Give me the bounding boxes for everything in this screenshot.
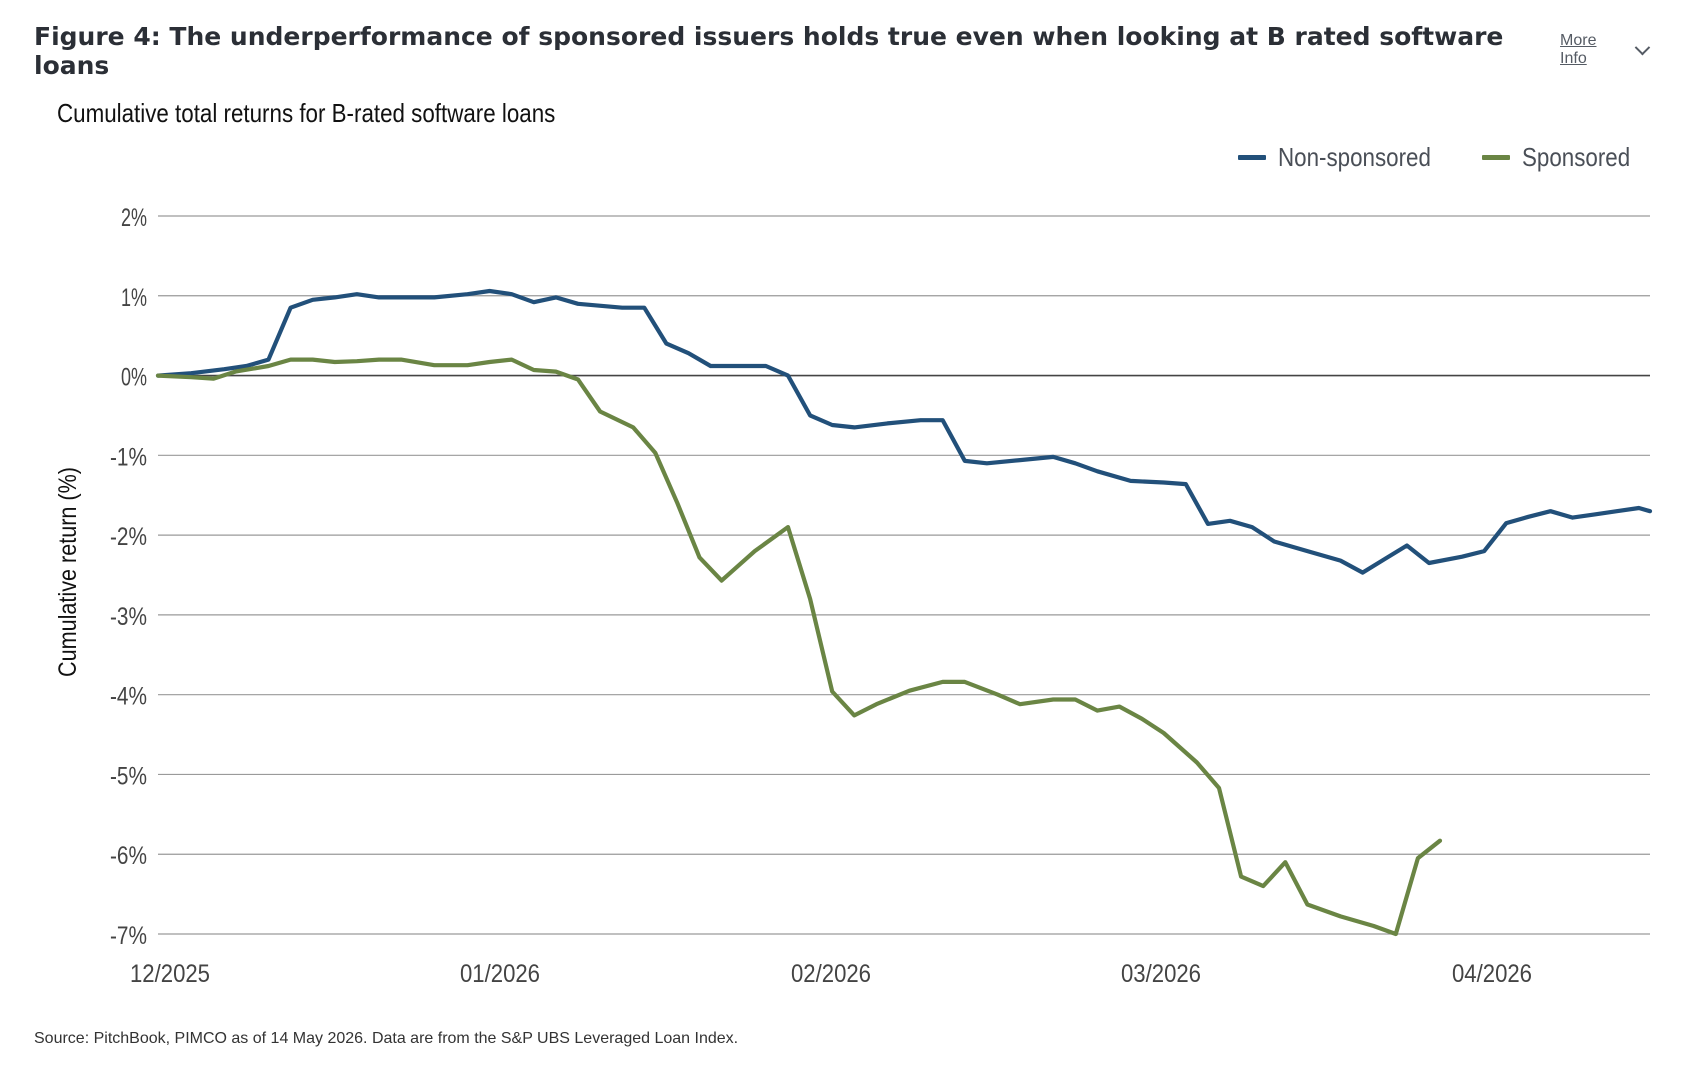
legend-item-sponsored: Sponsored (1482, 142, 1648, 173)
x-tick-label-2: 02/2026 (791, 960, 871, 988)
chart-title: Cumulative total returns for B-rated sof… (57, 98, 556, 128)
y-tick-label-0: 2% (121, 204, 147, 232)
y-tick-label-9: -7% (110, 922, 147, 950)
x-tick-label-3: 03/2026 (1121, 960, 1201, 988)
chart-legend: Non-sponsored Sponsored (1212, 142, 1648, 173)
figure-title: Figure 4: The underperformance of sponso… (34, 22, 1504, 80)
x-tick-label-4: 04/2026 (1452, 960, 1532, 988)
y-tick-label-4: -2% (110, 523, 147, 551)
y-tick-label-2: 0% (121, 364, 147, 392)
legend-swatch-non-sponsored (1238, 155, 1267, 160)
x-tick-label-1: 01/2026 (460, 960, 540, 988)
figure-header: Figure 4: The underperformance of sponso… (34, 22, 1651, 80)
line-chart: 2% 1% 0% -1% -2% -3% -4% -5% -6% -7% 12/2025 01/202… (54, 204, 1653, 988)
more-info-link[interactable]: More Info (1560, 32, 1651, 68)
y-tick-label-1: 1% (121, 284, 147, 312)
y-tick-label-8: -6% (110, 842, 147, 870)
y-tick-label-6: -4% (110, 683, 147, 711)
series-line-non-sponsored (155, 288, 1653, 575)
legend-label-non-sponsored: Non-sponsored (1278, 142, 1432, 172)
legend-swatch-sponsored (1482, 155, 1511, 160)
series-line-sponsored (155, 357, 1443, 937)
source-note: Source: PitchBook, PIMCO as of 14 May 20… (34, 1030, 739, 1047)
y-tick-label-5: -3% (110, 603, 147, 631)
legend-label-sponsored: Sponsored (1522, 142, 1631, 172)
y-tick-label-7: -5% (110, 762, 147, 790)
more-info-label[interactable]: More Info (1560, 32, 1597, 67)
y-tick-label-3: -1% (110, 443, 147, 471)
y-axis-label: Cumulative return (%) (54, 467, 82, 677)
legend-item-non-sponsored: Non-sponsored (1238, 142, 1456, 173)
x-tick-label-0: 12/2025 (130, 960, 210, 988)
